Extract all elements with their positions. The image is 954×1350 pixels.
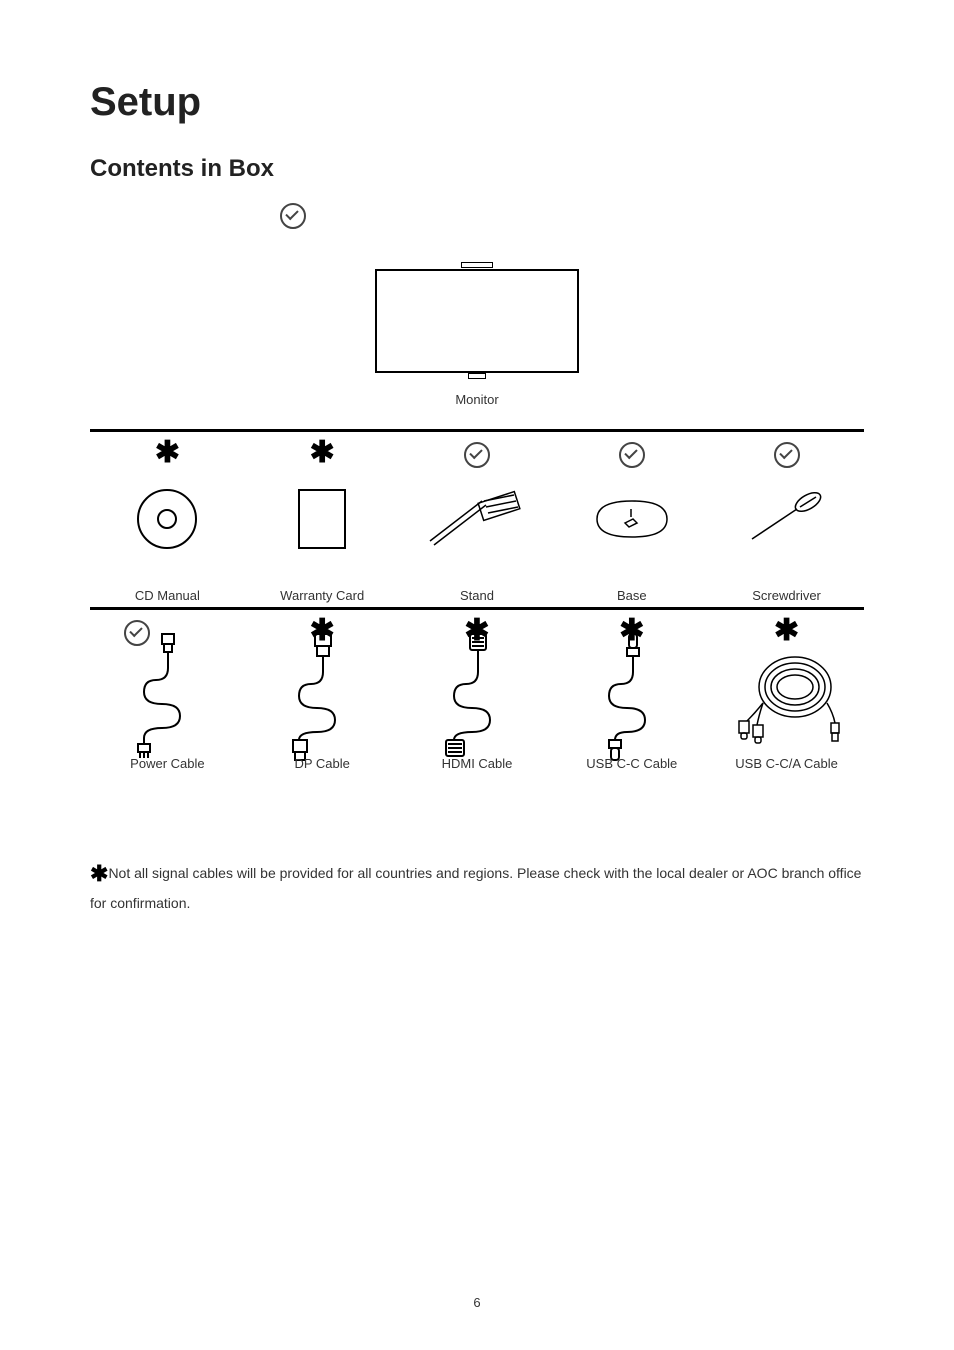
monitor-label: Monitor: [90, 392, 864, 407]
asterisk-icon: ✱: [774, 620, 799, 642]
page-title: Setup: [90, 80, 864, 125]
footnote-text: Not all signal cables will be provided f…: [90, 865, 861, 911]
page-number: 6: [0, 1295, 954, 1310]
dp-cable-drawing: [287, 632, 357, 762]
section-title: Contents in Box: [90, 155, 864, 183]
stand-drawing: [422, 489, 532, 549]
footnote: ✱Not all signal cables will be provided …: [90, 855, 864, 916]
cell-screwdriver: Screwdriver: [709, 432, 864, 607]
card-drawing: [298, 489, 346, 549]
page: Setup Contents in Box Monitor ✱ CD Manua…: [0, 0, 954, 1350]
contents-row-2: Power Cable ✱ DP Cable: [90, 607, 864, 775]
cell-label: CD Manual: [94, 588, 241, 603]
base-drawing: [587, 489, 677, 549]
cell-label: Screwdriver: [713, 588, 860, 603]
cell-base: Base: [554, 432, 709, 607]
monitor-section: Monitor: [90, 203, 864, 407]
cell-power-cable: Power Cable: [90, 610, 245, 775]
cell-usb-cc-cable: ✱ USB C-C Cable: [554, 610, 709, 775]
contents-row-1: ✱ CD Manual ✱ Warranty Card: [90, 429, 864, 607]
usb-cca-cable-drawing: [727, 647, 847, 747]
cell-cd-manual: ✱ CD Manual: [90, 432, 245, 607]
monitor-check-wrap: [90, 203, 864, 234]
asterisk-icon: ✱: [310, 442, 335, 464]
cd-drawing: [137, 489, 197, 549]
hdmi-cable-drawing: [442, 632, 512, 762]
check-icon: [774, 442, 800, 468]
cell-label: Base: [558, 588, 705, 603]
cell-label: USB C-C/A Cable: [713, 756, 860, 771]
cell-stand: Stand: [400, 432, 555, 607]
check-icon: [280, 203, 306, 229]
screwdriver-drawing: [742, 489, 832, 549]
cell-label: Power Cable: [94, 756, 241, 771]
check-icon: [464, 442, 490, 468]
cell-label: Stand: [404, 588, 551, 603]
usb-cc-cable-drawing: [597, 632, 667, 762]
asterisk-icon: ✱: [155, 442, 180, 464]
check-icon: [619, 442, 645, 468]
power-cable-drawing: [132, 632, 202, 762]
cell-usb-cca-cable: ✱: [709, 610, 864, 775]
cell-hdmi-cable: ✱: [400, 610, 555, 775]
cell-label: DP Cable: [249, 756, 396, 771]
cell-label: USB C-C Cable: [558, 756, 705, 771]
cell-warranty-card: ✱ Warranty Card: [245, 432, 400, 607]
cell-label: HDMI Cable: [404, 756, 551, 771]
cell-label: Warranty Card: [249, 588, 396, 603]
monitor-drawing: [375, 262, 579, 379]
check-icon: [124, 620, 150, 646]
cell-dp-cable: ✱ DP Cable: [245, 610, 400, 775]
asterisk-icon: ✱: [90, 861, 108, 886]
